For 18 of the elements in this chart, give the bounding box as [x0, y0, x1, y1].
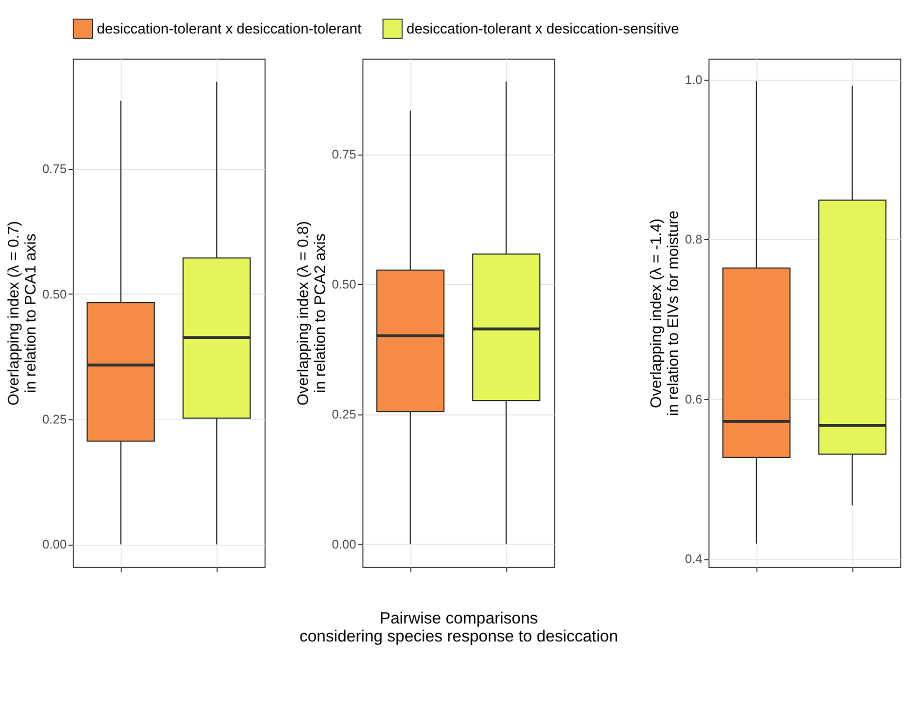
y-axis-title: Overlapping index (λ = 0.7) in relation to PCA1 axis — [5, 221, 40, 406]
y-tick-label: 0.25 — [42, 412, 67, 426]
y-axis-title: Overlapping index (λ = -1.4) in relation to EIVs for moisture — [648, 210, 682, 416]
y-tick-label: 0.50 — [332, 278, 356, 292]
y-tick-label: 0.75 — [42, 162, 67, 176]
y-axis-title: Overlapping index (λ = 0.8) in relation to PCA2 axis — [294, 221, 330, 406]
x-axis-title: Pairwise comparisons considering species response to desiccation — [299, 609, 618, 646]
y-tick-label: 0.00 — [42, 538, 67, 552]
y-tick-label: 0.4 — [684, 552, 702, 566]
y-tick-label: 0.75 — [332, 148, 356, 162]
legend-label: desiccation-tolerant x desiccation-tolerant — [96, 22, 362, 38]
y-tick-label: 1.0 — [684, 72, 702, 87]
y-tick-label: 0.25 — [332, 407, 356, 422]
y-tick-label: 0.6 — [684, 392, 702, 406]
y-tick-label: 0.00 — [332, 537, 356, 552]
y-tick-label: 0.50 — [42, 287, 67, 302]
legend-label: desiccation-tolerant x desiccation-sensitive — [406, 22, 679, 38]
y-tick-label: 0.8 — [684, 232, 702, 247]
